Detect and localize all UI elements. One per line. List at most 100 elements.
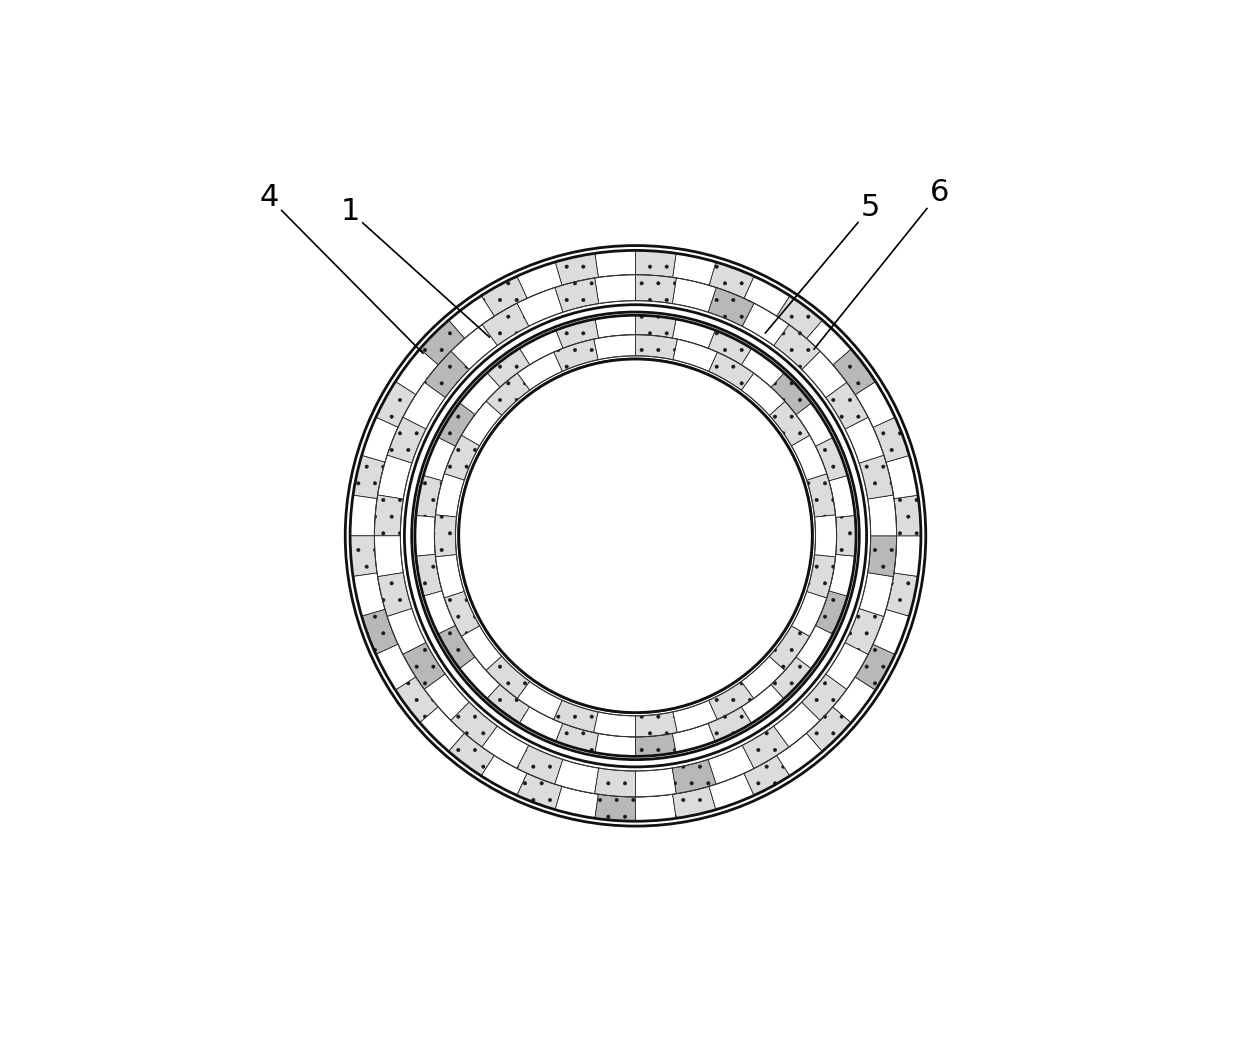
Wedge shape — [517, 287, 563, 326]
Wedge shape — [438, 625, 475, 669]
Wedge shape — [517, 746, 563, 784]
Wedge shape — [376, 644, 415, 690]
Wedge shape — [742, 684, 784, 723]
Wedge shape — [396, 677, 438, 722]
Wedge shape — [423, 591, 455, 634]
Wedge shape — [415, 516, 435, 556]
Wedge shape — [828, 476, 856, 517]
Wedge shape — [708, 746, 754, 784]
Wedge shape — [744, 276, 790, 316]
Wedge shape — [520, 707, 563, 741]
Wedge shape — [859, 573, 893, 616]
Wedge shape — [791, 435, 827, 480]
Wedge shape — [771, 657, 811, 699]
Circle shape — [459, 359, 812, 713]
Wedge shape — [636, 275, 676, 303]
Wedge shape — [776, 733, 822, 776]
Wedge shape — [554, 759, 599, 794]
Wedge shape — [774, 702, 820, 747]
Wedge shape — [556, 319, 599, 349]
Wedge shape — [362, 417, 398, 462]
Wedge shape — [554, 278, 599, 312]
Wedge shape — [894, 536, 921, 576]
Wedge shape — [451, 702, 497, 747]
Wedge shape — [554, 339, 598, 372]
Text: 4: 4 — [259, 183, 423, 354]
Wedge shape — [444, 435, 480, 480]
Text: 1: 1 — [341, 197, 490, 337]
Wedge shape — [742, 349, 784, 388]
Wedge shape — [807, 555, 836, 598]
Wedge shape — [403, 642, 445, 690]
Wedge shape — [451, 324, 497, 370]
Wedge shape — [769, 401, 810, 445]
Wedge shape — [374, 536, 403, 577]
Wedge shape — [396, 349, 438, 395]
Wedge shape — [771, 373, 811, 415]
Wedge shape — [481, 755, 527, 795]
Wedge shape — [802, 674, 847, 720]
Wedge shape — [595, 768, 635, 797]
Wedge shape — [424, 674, 469, 720]
Wedge shape — [776, 296, 822, 338]
Wedge shape — [635, 794, 676, 821]
Wedge shape — [449, 296, 495, 338]
Wedge shape — [769, 625, 810, 671]
Wedge shape — [486, 656, 529, 698]
Wedge shape — [350, 536, 377, 576]
Wedge shape — [378, 573, 412, 616]
Wedge shape — [709, 773, 754, 810]
Wedge shape — [833, 349, 875, 395]
Wedge shape — [423, 437, 455, 481]
Wedge shape — [873, 610, 909, 654]
Wedge shape — [635, 768, 676, 797]
Wedge shape — [816, 591, 848, 634]
Wedge shape — [461, 625, 502, 671]
Wedge shape — [807, 474, 836, 517]
Wedge shape — [672, 723, 715, 753]
Wedge shape — [672, 319, 715, 349]
Wedge shape — [595, 794, 635, 821]
Wedge shape — [487, 349, 529, 388]
Wedge shape — [403, 382, 445, 429]
Text: 5: 5 — [765, 193, 880, 333]
Wedge shape — [708, 331, 751, 364]
Wedge shape — [743, 727, 789, 769]
Wedge shape — [826, 382, 868, 429]
Wedge shape — [635, 712, 677, 737]
Wedge shape — [673, 700, 717, 733]
Wedge shape — [868, 495, 897, 536]
Wedge shape — [387, 417, 427, 463]
Wedge shape — [449, 733, 495, 776]
Wedge shape — [826, 642, 868, 690]
Wedge shape — [460, 657, 500, 699]
Wedge shape — [672, 759, 717, 794]
Wedge shape — [438, 403, 475, 446]
Wedge shape — [708, 707, 751, 741]
Wedge shape — [378, 455, 412, 499]
Wedge shape — [856, 381, 895, 428]
Wedge shape — [836, 516, 856, 556]
Wedge shape — [742, 373, 785, 415]
Wedge shape — [796, 403, 833, 446]
Wedge shape — [595, 315, 635, 338]
Wedge shape — [815, 515, 837, 557]
Wedge shape — [556, 787, 599, 818]
Wedge shape — [415, 554, 443, 596]
Wedge shape — [844, 417, 884, 463]
Text: 6: 6 — [813, 178, 950, 350]
Wedge shape — [556, 254, 599, 285]
Wedge shape — [806, 320, 851, 364]
Wedge shape — [374, 495, 403, 536]
Wedge shape — [816, 437, 848, 481]
Wedge shape — [887, 573, 918, 616]
Wedge shape — [709, 262, 754, 298]
Wedge shape — [774, 324, 820, 370]
Wedge shape — [709, 352, 754, 391]
Wedge shape — [353, 573, 384, 616]
Wedge shape — [796, 625, 833, 669]
Wedge shape — [362, 610, 398, 654]
Wedge shape — [868, 536, 897, 577]
Wedge shape — [636, 335, 677, 360]
Wedge shape — [672, 278, 717, 312]
